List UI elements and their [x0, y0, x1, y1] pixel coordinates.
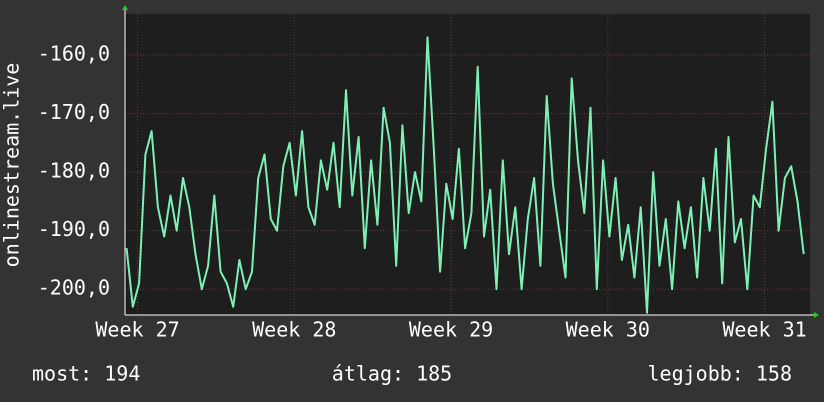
stat-average: átlag: 185	[332, 362, 452, 386]
x-tick-label: Week 31	[722, 318, 806, 342]
y-tick-label: -170,0	[38, 100, 110, 124]
stat-current: most: 194	[32, 362, 140, 386]
x-axis-arrow	[814, 312, 819, 318]
plot-area	[125, 14, 810, 315]
x-tick-label: Week 27	[95, 318, 179, 342]
x-tick-label: Week 30	[566, 318, 650, 342]
y-tick-label: -190,0	[38, 217, 110, 241]
stat-best: legjobb: 158	[648, 362, 793, 386]
y-tick-label: -180,0	[38, 159, 110, 183]
series-line	[125, 36, 805, 314]
y-axis-label: onlinestream.live	[0, 63, 24, 268]
x-tick-label: Week 29	[409, 318, 493, 342]
y-axis-arrow	[122, 5, 128, 10]
y-tick-label: -200,0	[38, 276, 110, 300]
x-tick-label: Week 28	[252, 318, 336, 342]
y-tick-label: -160,0	[38, 41, 110, 65]
